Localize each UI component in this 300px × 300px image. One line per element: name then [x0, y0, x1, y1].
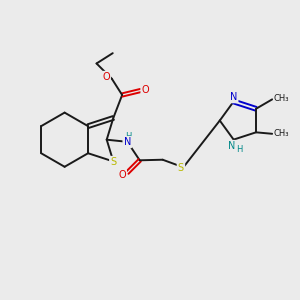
Text: S: S — [110, 157, 116, 167]
Text: CH₃: CH₃ — [273, 94, 289, 103]
Text: O: O — [102, 72, 110, 82]
Text: N: N — [229, 141, 236, 151]
Text: H: H — [236, 145, 242, 154]
Text: CH₃: CH₃ — [273, 129, 289, 138]
Text: O: O — [142, 85, 149, 95]
Text: O: O — [118, 170, 126, 180]
Text: N: N — [230, 92, 237, 102]
Text: N: N — [124, 137, 131, 147]
Text: S: S — [178, 163, 184, 173]
Text: H: H — [126, 132, 132, 141]
